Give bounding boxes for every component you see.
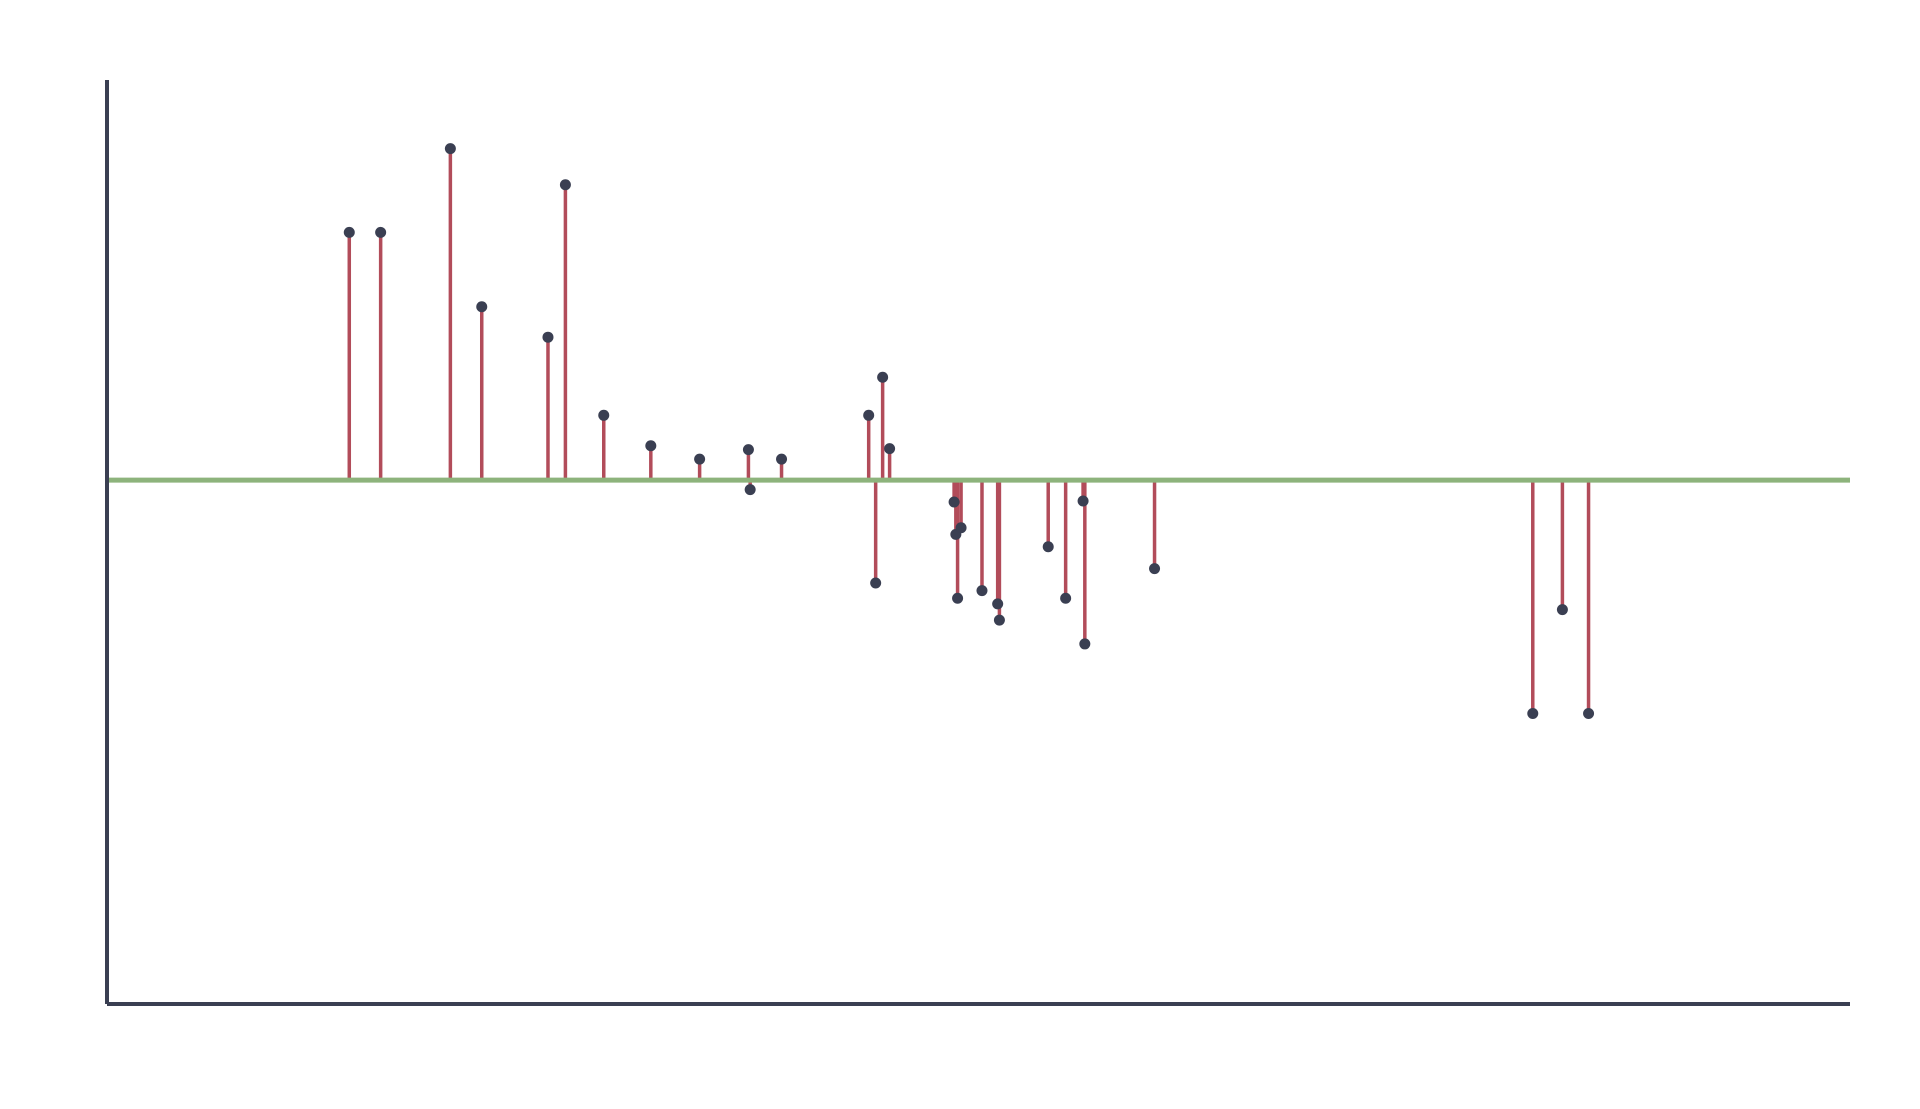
chart-marks <box>347 148 1591 714</box>
data-point <box>1527 707 1539 719</box>
data-point <box>976 585 988 597</box>
data-point <box>444 143 456 155</box>
data-point <box>476 301 488 313</box>
data-point <box>955 522 967 534</box>
data-point <box>343 226 355 238</box>
data-point <box>992 598 1004 610</box>
data-point <box>742 444 754 456</box>
data-point <box>1079 638 1091 650</box>
data-point <box>776 453 788 465</box>
data-point <box>870 577 882 589</box>
data-point <box>375 226 387 238</box>
chart-markers <box>343 143 1595 719</box>
data-point <box>993 614 1005 626</box>
data-point <box>1583 707 1595 719</box>
data-point <box>1556 604 1568 616</box>
data-point <box>542 331 554 343</box>
data-point <box>598 409 610 421</box>
data-point <box>863 409 875 421</box>
data-point <box>645 440 657 452</box>
data-point <box>1060 592 1072 604</box>
data-point <box>744 484 756 496</box>
data-point <box>1149 563 1161 575</box>
data-point <box>559 179 571 191</box>
data-point <box>1077 495 1089 507</box>
data-point <box>877 371 889 383</box>
data-point <box>1042 541 1054 553</box>
data-point <box>952 592 964 604</box>
data-point <box>694 453 706 465</box>
data-point <box>948 496 960 508</box>
data-point <box>884 443 896 455</box>
